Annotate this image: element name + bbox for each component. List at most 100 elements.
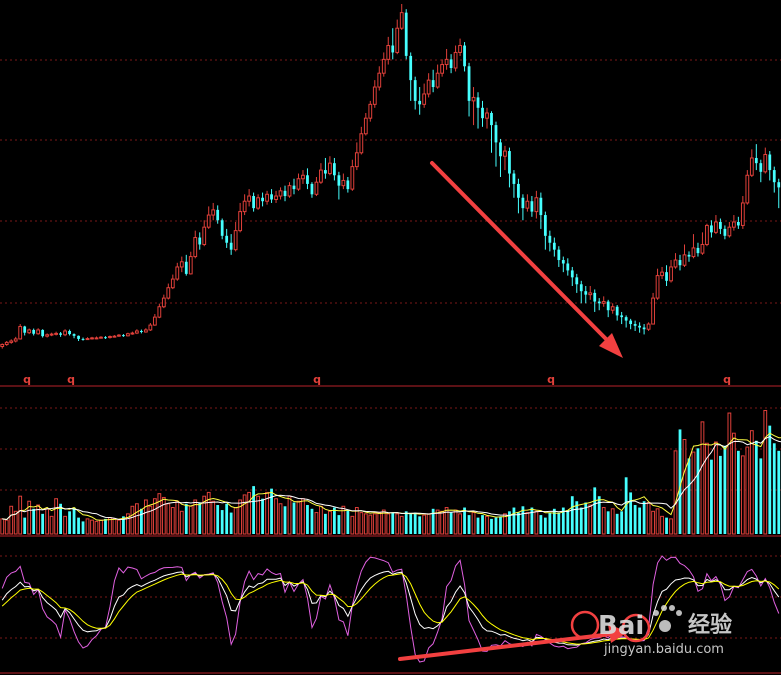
volume-bar-down [270, 488, 273, 534]
volume-bar-up [274, 498, 278, 535]
candle-body-down [736, 221, 740, 226]
volume-bar-up [471, 512, 476, 535]
baidu-jingyan-watermark: Bai 经验 jingyan.baidu.com [598, 605, 732, 657]
candle-body-down [633, 324, 637, 326]
candle-body-up [143, 329, 148, 333]
candle-body-down [494, 125, 498, 143]
volume-bar-down [77, 517, 80, 534]
volume-bar-up [45, 508, 50, 535]
candle-body-up [749, 157, 754, 176]
volume-bar-down [606, 511, 610, 534]
candle-body-up [610, 306, 615, 311]
candle-body-up [682, 254, 687, 266]
volume-bar-down [719, 455, 722, 534]
volume-panel [0, 410, 781, 535]
candle-body-up [386, 45, 391, 60]
candle-body-down [23, 326, 27, 333]
candle-body-down [759, 163, 763, 172]
candle-body-down [543, 215, 547, 236]
volume-bar-up [444, 507, 449, 535]
volume-bar-up [99, 519, 103, 535]
candle-body-down [552, 242, 556, 250]
candle-body-up [148, 324, 153, 331]
candle-body-up [278, 190, 283, 197]
candle-body-up [0, 343, 5, 348]
candle-body-down [463, 45, 466, 67]
volume-bar-down [81, 521, 85, 534]
volume-bar-down [772, 443, 776, 534]
kdj-j-line [1, 555, 780, 663]
volume-bar-up [714, 441, 718, 535]
q-marker: q [23, 373, 31, 386]
volume-bar-down [59, 503, 62, 534]
candle-body-down [346, 180, 350, 190]
candle-body-down [777, 182, 781, 188]
volume-bar-down [754, 440, 758, 534]
candle-body-down [606, 301, 610, 311]
paw-icon [653, 605, 682, 632]
candle-body-up [740, 202, 745, 226]
volume-bar-up [287, 495, 292, 535]
volume-bar-up [265, 491, 269, 535]
candle-body-down [391, 45, 395, 53]
volume-bar-up [435, 509, 440, 535]
volume-bar-down [759, 458, 763, 534]
candle-body-down [413, 80, 417, 101]
candle-body-up [341, 179, 346, 187]
candle-body-up [660, 271, 664, 277]
q-marker: q [67, 373, 75, 386]
volume-bar-up [0, 518, 5, 535]
volume-bar-down [499, 516, 502, 534]
volume-bar-up [27, 500, 32, 535]
trend-arrow-up-head [608, 624, 628, 643]
volume-bar-down [517, 512, 520, 534]
candle-body-down [678, 260, 682, 266]
candle-body-up [175, 266, 180, 280]
candle-body-up [49, 333, 54, 336]
volume-bar-down [490, 518, 493, 534]
volume-bar-up [175, 500, 180, 535]
volume-bar-down [678, 429, 682, 534]
volume-bar-down [723, 445, 727, 534]
candle-body-up [211, 209, 216, 216]
volume-bar-up [242, 494, 247, 535]
volume-bar-down [310, 508, 314, 534]
candle-body-up [399, 12, 404, 29]
candle-body-up [117, 334, 121, 337]
candle-body-down [270, 194, 273, 200]
candle-body-down [539, 197, 543, 216]
volume-bar-up [256, 495, 260, 535]
grid-lines [0, 59, 781, 674]
volume-bar-up [601, 507, 606, 535]
candle-body-down [481, 107, 484, 119]
candle-body-up [372, 86, 377, 105]
volume-bar-up [90, 519, 94, 535]
candle-body-down [216, 209, 220, 221]
candle-body-up [152, 316, 157, 326]
candle-body-down [467, 66, 471, 101]
volume-bar-down [570, 496, 574, 534]
volume-bar-down [593, 487, 597, 534]
trend-arrow-down [430, 161, 613, 346]
candle-body-down [68, 330, 71, 335]
candle-body-up [363, 117, 368, 135]
volume-bar-up [381, 509, 386, 535]
candle-body-up [368, 103, 373, 119]
volume-bar-up [170, 507, 175, 535]
volume-bar-down [252, 486, 255, 534]
volume-bar-up [440, 510, 445, 535]
candle-body-down [184, 261, 188, 274]
volume-bar-up [202, 495, 207, 535]
candle-body-up [18, 325, 23, 340]
volume-bar-up [453, 509, 458, 535]
volume-bar-up [368, 514, 373, 535]
volume-bar-up [319, 505, 323, 535]
candle-body-down [620, 315, 624, 318]
candle-body-up [126, 333, 130, 337]
candle-body-down [638, 325, 642, 328]
volume-bar-down [575, 501, 579, 534]
volume-bar-up [143, 499, 148, 535]
candle-body-down [333, 163, 336, 176]
volume-bar-up [206, 491, 211, 535]
candle-body-down [615, 306, 619, 316]
